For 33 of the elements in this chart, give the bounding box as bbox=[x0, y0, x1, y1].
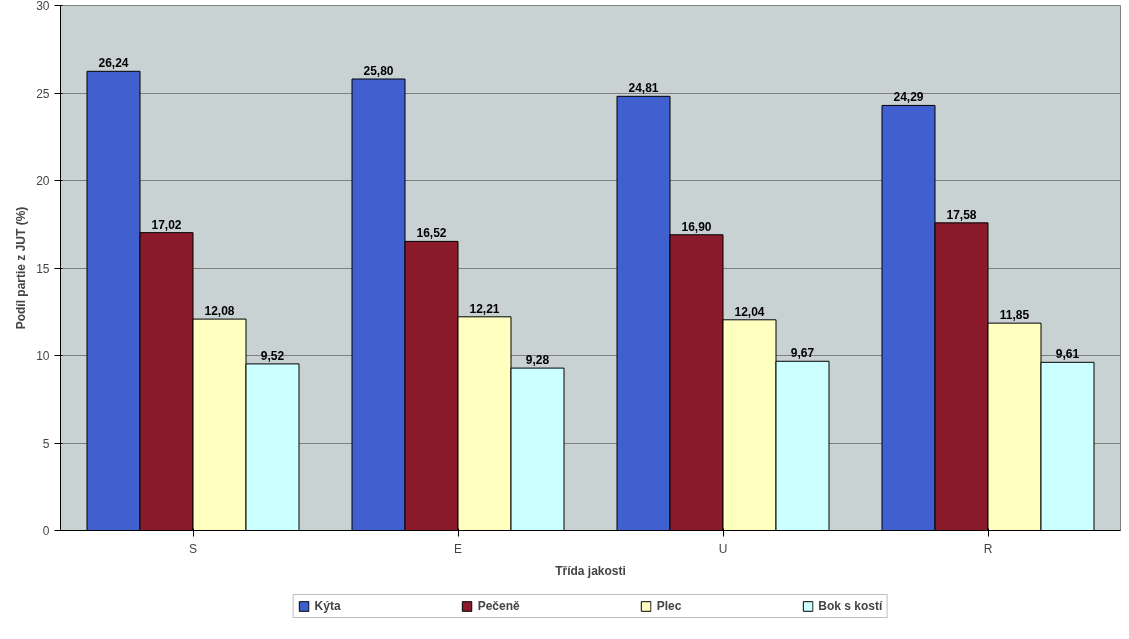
y-tick-label: 15 bbox=[36, 261, 50, 276]
data-label: 17,02 bbox=[151, 217, 182, 232]
data-label: 17,58 bbox=[946, 207, 977, 222]
data-label: 24,29 bbox=[893, 90, 924, 105]
y-tick-label: 0 bbox=[42, 524, 50, 538]
legend-label: Kýta bbox=[314, 599, 341, 613]
x-tick-label: S bbox=[189, 541, 198, 556]
data-label: 24,81 bbox=[628, 81, 659, 96]
data-label: 11,85 bbox=[999, 308, 1030, 323]
data-label: 16,90 bbox=[681, 219, 712, 234]
y-axis-title: Podíl partie z JUT (%) bbox=[14, 206, 29, 330]
data-label: 25,80 bbox=[363, 64, 394, 78]
data-label: 9,61 bbox=[1055, 347, 1080, 362]
x-tick-label: E bbox=[454, 541, 463, 556]
y-tick-label: 30 bbox=[36, 0, 50, 13]
y-tick-label: 25 bbox=[36, 86, 50, 101]
data-label: 12,21 bbox=[469, 301, 500, 316]
data-label: 16,52 bbox=[416, 226, 447, 241]
x-axis-title: Třída jakosti bbox=[555, 563, 626, 578]
data-label: 9,67 bbox=[790, 346, 815, 361]
y-tick-label: 10 bbox=[36, 349, 50, 363]
data-label: 26,24 bbox=[98, 56, 129, 71]
data-label: 9,28 bbox=[525, 353, 550, 368]
legend-label: Pečeně bbox=[477, 599, 520, 613]
data-label: 12,04 bbox=[734, 304, 765, 319]
legend-label: Bok s kostí bbox=[818, 599, 883, 613]
x-tick-label: R bbox=[983, 541, 993, 556]
legend-label: Plec bbox=[656, 599, 682, 613]
data-label: 9,52 bbox=[260, 348, 285, 363]
data-label: 12,08 bbox=[204, 304, 235, 319]
y-tick-label: 20 bbox=[36, 174, 50, 188]
y-tick-label: 5 bbox=[42, 436, 50, 451]
x-tick-label: U bbox=[718, 541, 728, 556]
